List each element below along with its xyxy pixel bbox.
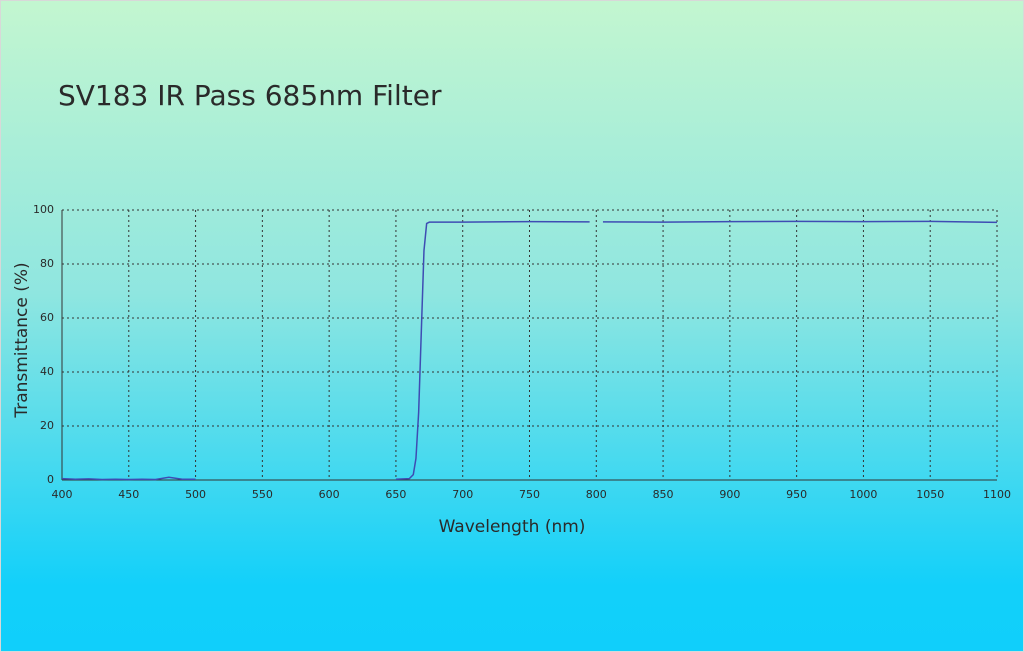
x-tick-label: 600 [319, 488, 340, 501]
y-tick-label: 80 [40, 257, 54, 270]
x-tick-label: 1100 [983, 488, 1011, 501]
x-tick-label: 800 [586, 488, 607, 501]
data-line [61, 220, 998, 481]
x-tick-label: 500 [185, 488, 206, 501]
y-axis-label: Transmittance (%) [12, 262, 32, 418]
chart-title: SV183 IR Pass 685nm Filter [58, 79, 442, 112]
y-tick-label: 40 [40, 365, 54, 378]
x-tick-label: 950 [786, 488, 807, 501]
y-tick-label: 20 [40, 419, 54, 432]
x-tick-label: 650 [385, 488, 406, 501]
x-tick-label: 850 [653, 488, 674, 501]
x-tick-label: 450 [118, 488, 139, 501]
x-tick-label: 900 [719, 488, 740, 501]
x-tick-label: 550 [252, 488, 273, 501]
x-tick-label: 1000 [849, 488, 877, 501]
x-tick-label: 750 [519, 488, 540, 501]
x-axis-label: Wavelength (nm) [439, 517, 586, 537]
x-tick-label: 400 [52, 488, 73, 501]
x-tick-label: 1050 [916, 488, 944, 501]
y-tick-label: 0 [47, 473, 54, 486]
y-tick-label: 100 [33, 203, 54, 216]
x-tick-label: 700 [452, 488, 473, 501]
y-tick-label: 60 [40, 311, 54, 324]
